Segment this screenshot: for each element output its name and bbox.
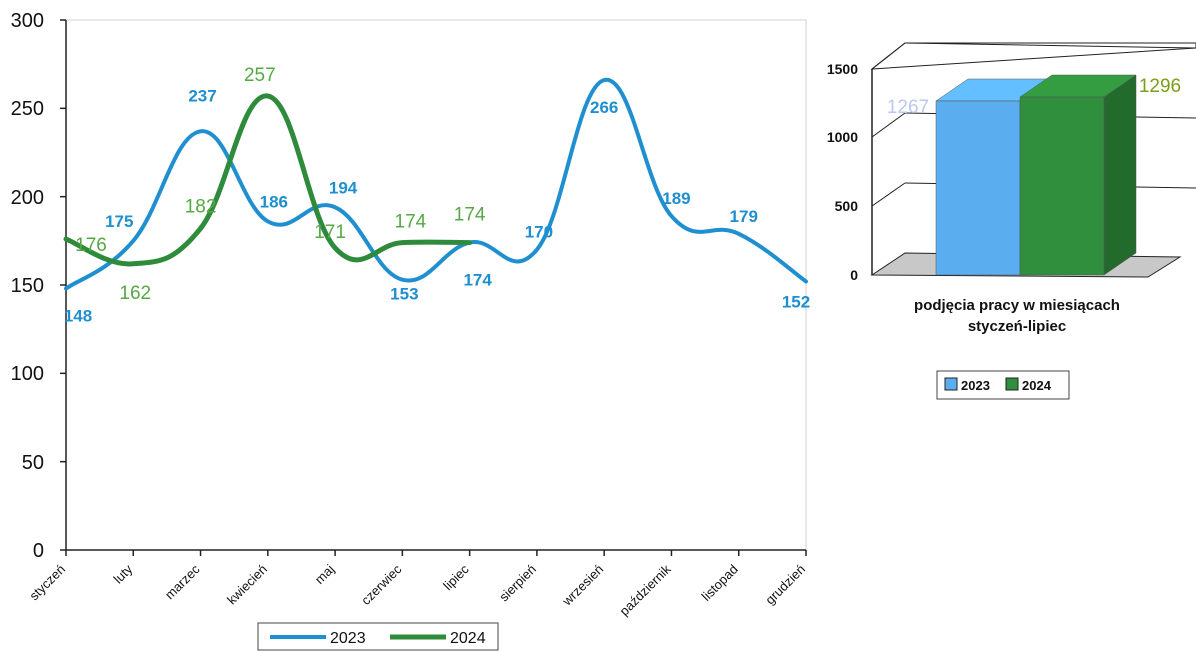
x-tick-label: listopad xyxy=(699,562,741,604)
data-label-2023: 237 xyxy=(188,86,216,105)
bar-y-tick-label: 500 xyxy=(835,198,859,214)
bar-legend-box xyxy=(936,370,1070,400)
data-label-2024: 257 xyxy=(244,65,276,86)
bar-2024 xyxy=(1019,74,1137,276)
legend-label-2024: 2024 xyxy=(450,630,486,647)
bar-chart-caption-line-2: styczeń-lipiec xyxy=(968,318,1066,335)
x-tick-label: wrzesień xyxy=(559,562,607,610)
x-tick-label: październik xyxy=(616,561,673,618)
bar-y-tick-label: 1500 xyxy=(827,61,858,77)
data-label-2023: 189 xyxy=(662,189,690,208)
bar-y-tick-label: 1000 xyxy=(827,129,858,145)
data-labels-2023: 148 175 237 186 194 153 174 170 266 189 179 152 xyxy=(64,86,810,325)
y-tick-label: 100 xyxy=(11,363,44,385)
line-chart-y-tick-marks xyxy=(60,19,66,551)
series-line-2023 xyxy=(64,78,808,291)
y-tick-label: 250 xyxy=(11,98,44,120)
bar-legend-label-2024: 2024 xyxy=(1022,378,1052,393)
line-chart-x-ticks: styczeń luty marzec kwiecień maj czerwiec lipi… xyxy=(26,561,808,618)
data-labels-2024: 176 162 182 257 171 174 174 xyxy=(75,65,486,304)
data-label-2023: 266 xyxy=(590,98,618,117)
data-label-2024: 182 xyxy=(185,196,217,217)
data-label-2023: 186 xyxy=(260,192,288,211)
bar-legend-swatch-2023 xyxy=(944,377,958,391)
y-tick-label: 50 xyxy=(22,452,44,474)
data-label-2024: 174 xyxy=(395,212,427,233)
bar-front-face xyxy=(935,100,1021,276)
data-label-2024: 171 xyxy=(314,222,346,243)
bar-legend-label-2023: 2023 xyxy=(961,378,990,393)
data-label-2023: 152 xyxy=(782,292,810,311)
line-chart-y-ticks: 0 50 100 150 200 250 300 xyxy=(11,10,44,562)
data-label-2023: 153 xyxy=(390,285,418,304)
bar-front-face xyxy=(1019,96,1105,276)
bar-label-2024: 1296 xyxy=(1139,76,1181,97)
data-label-2023: 175 xyxy=(105,212,133,231)
bar-label-2023: 1267 xyxy=(887,97,929,118)
line-chart-legend: 2023 2024 xyxy=(257,622,499,651)
x-tick-label: luty xyxy=(110,561,135,586)
x-tick-label: marzec xyxy=(162,561,203,602)
x-tick-label: kwiecień xyxy=(224,562,270,608)
data-label-2024: 176 xyxy=(75,235,107,256)
bar-legend-swatch-2024 xyxy=(1005,377,1019,391)
bar-y-tick-label: 0 xyxy=(850,267,858,283)
x-tick-label: sierpień xyxy=(496,562,539,605)
legend-label-2023: 2023 xyxy=(330,630,366,647)
x-tick-label: maj xyxy=(312,561,337,586)
y-tick-label: 200 xyxy=(11,187,44,209)
data-label-2023: 170 xyxy=(525,223,553,242)
data-label-2023: 148 xyxy=(64,307,92,326)
line-chart-x-tick-marks xyxy=(65,550,807,556)
x-tick-label: styczeń xyxy=(26,562,68,604)
data-label-2023: 179 xyxy=(730,207,758,226)
bar-chart-legend: 2023 2024 xyxy=(936,370,1070,400)
bar-chart-caption-line-1: podjęcia pracy w miesiącach xyxy=(914,297,1120,314)
y-tick-label: 300 xyxy=(11,10,44,32)
bar-chart: 1500 1000 500 0 1267 1296 podjęcia pracy… xyxy=(827,42,1196,400)
series-line-2024 xyxy=(63,93,473,267)
data-label-2023: 174 xyxy=(463,271,492,290)
data-label-2024: 174 xyxy=(454,205,486,226)
data-label-2023: 194 xyxy=(329,178,358,197)
x-tick-label: grudzień xyxy=(762,562,808,608)
y-tick-label: 150 xyxy=(11,275,44,297)
bar-side-face xyxy=(1103,74,1137,276)
y-tick-label: 0 xyxy=(33,540,44,562)
x-tick-label: czerwiec xyxy=(358,561,405,608)
line-chart-plot-area xyxy=(65,19,807,551)
x-tick-label: lipiec xyxy=(440,561,472,593)
data-label-2024: 162 xyxy=(119,283,151,304)
